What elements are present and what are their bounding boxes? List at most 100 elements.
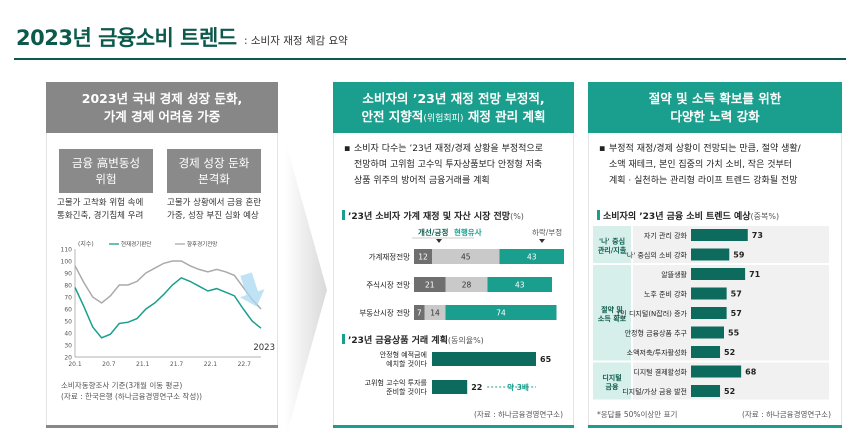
group-label-line1: '나' 중심: [599, 237, 625, 246]
economy-heading-line2: 가계 경제 어려움 가중: [103, 109, 221, 124]
effort-panel: 절약 및 소득 확보를 위한 다양한 노력 강화 ▪ 부정적 재정/경제 상황이…: [588, 82, 842, 428]
x-tick-label: 21.1: [136, 361, 150, 368]
trend-bar: [691, 307, 727, 319]
trend-value-label: 59: [733, 251, 745, 260]
trend-bar: [691, 346, 721, 358]
volatility-box-line1: 금융 高변동성: [71, 156, 141, 170]
volatility-description: 고물가 고착화 위험 속에 통화긴축, 경기침체 우려: [57, 197, 177, 223]
stacked-bar-segment: [414, 305, 425, 320]
outlook-bullet: ▪ 소비자 다수는 ’23년 재정/경제 상황을 부정적으로 전망하며 고위험 …: [344, 141, 570, 189]
stacked-bar-segment: [424, 305, 446, 320]
title-divider: [14, 58, 846, 60]
y-tick-label: 100: [61, 259, 73, 266]
plan-category-label: 예치할 것이다: [386, 359, 427, 368]
group-box: [593, 362, 631, 400]
trend-section-unit: (중복%): [750, 212, 780, 221]
outlook-bullet-line3: 상품 위주의 방어적 금융거래를 계획: [354, 176, 490, 186]
plan-category-label: 준비할 것이다: [386, 387, 427, 396]
trend-bar: [691, 229, 748, 241]
response-rate-note: *응답률 50%이상만 표기: [597, 410, 678, 419]
stacked-bar-segment: [445, 305, 557, 320]
growth-slowdown-box: 경제 성장 둔화 본격화: [167, 149, 261, 193]
outlook-heading-line2: 안전 지향적(위험회피) 재정 관리 계획: [333, 108, 574, 128]
x-tick-label: 20.1: [68, 361, 82, 368]
outlook-bullet-line1: 소비자 다수는 ’23년 재정/경제 상황을 부정적으로: [354, 144, 543, 154]
trend-value-label: 57: [731, 309, 742, 318]
volatility-desc-line2: 통화긴축, 경기침체 우려: [57, 211, 144, 221]
x-tick-label: 22.1: [204, 361, 218, 368]
slowdown-box-line2: 본격화: [198, 172, 230, 186]
outlook-heading-line1: 소비자의 ’23년 재정 전망 부정적,: [362, 91, 545, 106]
decline-arrow: [239, 272, 265, 307]
stacked-bar-segment: [432, 249, 500, 264]
comparison-label: 약 3배: [507, 382, 529, 392]
outlook-source: (자료 : 하나금융경영연구소): [473, 410, 563, 419]
plan-bar: [432, 352, 536, 366]
trend-bar: [691, 365, 742, 378]
trend-source: (자료 : 하나금융경영연구소): [741, 410, 831, 419]
y-tick-label: 60: [64, 307, 72, 314]
volatility-desc-line1: 고물가 고착화 위험 속에: [57, 198, 144, 208]
plan-category-label: 고위험 고수익 투자를: [365, 378, 428, 387]
group-label-line2: 금융: [606, 382, 619, 391]
trend-category-label: 노후 준비 강화: [644, 290, 688, 299]
section-marker: [597, 210, 600, 220]
category-label: 주식시장 전망: [366, 280, 410, 290]
effort-bullet: ▪ 부정적 재정/경제 상황이 전망되는 만큼, 절약 생활/ 소액 재테크, …: [599, 141, 839, 189]
outlook-section-unit: (%): [510, 212, 524, 221]
effort-bullet-line1: 부정적 재정/경제 상황이 전망되는 만큼, 절약 생활/: [609, 144, 801, 154]
trend-category-label: 자기 관리 강화: [644, 231, 688, 240]
segment-value-label: 14: [430, 309, 440, 318]
plan-bar: [432, 380, 468, 394]
legend-label-2: 향후경기전망: [187, 240, 217, 248]
trend-bar: [691, 385, 721, 397]
trend-category-label: 알뜰생활: [661, 270, 687, 279]
legend-label-1: 현재경기판단: [121, 240, 151, 248]
segment-value-label: 45: [461, 253, 471, 262]
y-tick-label: 90: [64, 271, 72, 278]
economy-panel: 2023년 국내 경제 성장 둔화, 가계 경제 어려움 가중 금융 高변동성 …: [46, 82, 278, 428]
slowdown-desc-line2: 가중, 성장 부진 심화 예상: [167, 211, 259, 221]
outlook-panel-heading: 소비자의 ’23년 재정 전망 부정적, 안전 지향적(위험회피) 재정 관리 …: [333, 82, 574, 133]
series-line-2: [74, 260, 262, 310]
flow-arrow: [285, 140, 327, 440]
segment-value-label: 43: [527, 253, 537, 262]
group-label-line1: 디지털: [602, 373, 621, 382]
y-tick-label: 50: [64, 319, 72, 326]
trend-bar: [691, 248, 730, 261]
slowdown-box-line1: 경제 성장 둔화: [178, 156, 250, 170]
group-box: [593, 226, 631, 263]
trend-bar: [691, 287, 727, 300]
trend-category-label: 소액저축/투자활성화: [627, 348, 688, 357]
plan-value-label: 65: [540, 355, 552, 364]
group-label-line1: 절약 및: [601, 305, 623, 314]
bullet-marker: ▪: [599, 143, 606, 154]
segment-value-label: 21: [425, 281, 435, 290]
slowdown-description: 고물가 상황에서 금융 혼란 가중, 성장 부진 심화 예상: [167, 197, 287, 223]
trend-value-label: 55: [728, 329, 740, 338]
bullet-marker: ▪: [344, 143, 351, 154]
category-label: 부동산시장 전망: [359, 308, 410, 318]
legend-label-2: 현행유사: [454, 227, 482, 237]
effort-panel-footer: [588, 425, 842, 428]
economy-panel-footer: [46, 425, 278, 428]
plan-section-unit: (동의율%): [447, 336, 484, 345]
economy-heading-line1: 2023년 국내 경제 성장 둔화,: [81, 91, 243, 106]
trend-section-title: 소비자의 ’23년 금융 소비 트렌드 예상(중복%): [597, 209, 779, 222]
slowdown-desc-line1: 고물가 상황에서 금융 혼란: [167, 198, 262, 208]
outlook-section-title: ’23년 소비자 가계 재정 및 자산 시장 전망(%): [342, 209, 524, 222]
trend-value-label: 71: [749, 270, 761, 279]
category-label: 가계재정전망: [369, 252, 410, 262]
effort-panel-heading: 절약 및 소득 확보를 위한 다양한 노력 강화: [588, 82, 842, 133]
y-tick-label: 30: [64, 343, 72, 350]
trend-bar: [691, 326, 724, 339]
trend-bar: [691, 268, 746, 280]
plan-section-title: ’23년 금융상품 거래 계획(동의율%): [342, 333, 484, 346]
group-label-line2: 소득 확보: [598, 314, 627, 323]
trend-category-label: 1인 디지털(N잡러) 증가: [616, 309, 688, 318]
stacked-bar-segment: [414, 277, 446, 292]
chart-basis-note: 소비자동향조사 기준(3개월 이동 평균): [61, 381, 183, 390]
plan-value-label: 22: [471, 383, 482, 392]
